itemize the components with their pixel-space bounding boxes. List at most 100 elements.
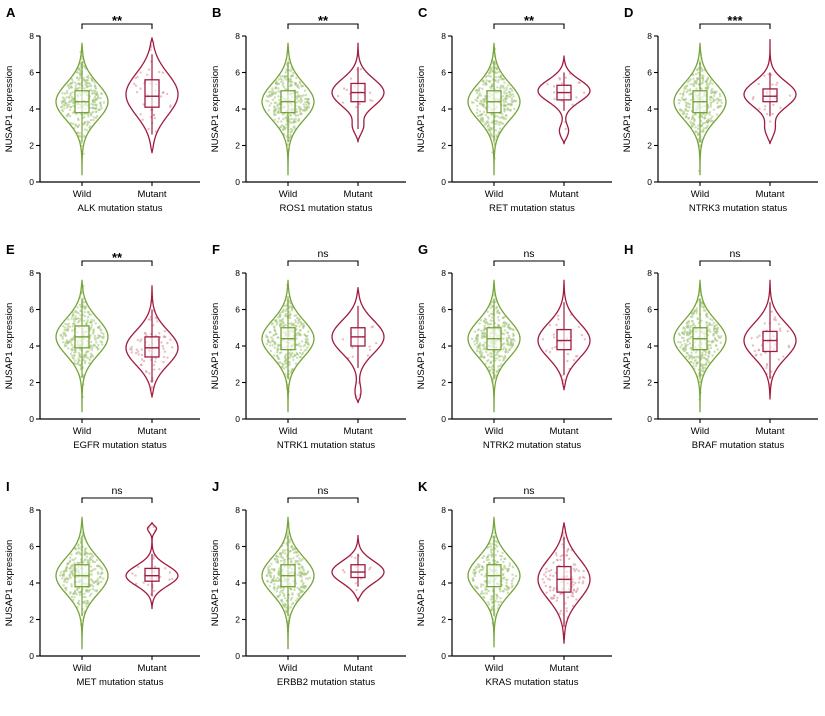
panel-A-svg: A 0 2 4 6 8 NUSAP1 expression Wild Mutant ** ALK m… (4, 5, 200, 214)
y-tick-label: 8 (647, 31, 652, 41)
panel-H-svg: H 0 2 4 6 8 NUSAP1 expression Wild Mutant ns BRAF … (622, 242, 818, 451)
y-tick-label: 4 (235, 341, 240, 351)
y-axis-title: NUSAP1 expression (622, 303, 633, 390)
y-tick-label: 2 (235, 141, 240, 151)
wild-violin (261, 42, 315, 176)
y-axis-title: NUSAP1 expression (210, 66, 221, 153)
panel-E-svg: E 0 2 4 6 8 NUSAP1 expression Wild Mutant ** EGFR … (4, 242, 200, 451)
y-tick-label: 8 (647, 268, 652, 278)
panel-K-svg: K 0 2 4 6 8 NUSAP1 expression Wild Mutant ns KRAS … (416, 479, 612, 688)
mutant-violin (125, 285, 179, 398)
mutant-violin (331, 534, 385, 602)
x-axis-title: ROS1 mutation status (280, 203, 373, 214)
x-tick-label: Wild (691, 189, 709, 200)
significance-bracket (493, 23, 565, 29)
panel-F-svg: F 0 2 4 6 8 NUSAP1 expression Wild Mutant ns NTRK1… (210, 242, 406, 451)
panel-letter: H (624, 242, 633, 257)
wild-violin (261, 279, 315, 413)
panel-letter: C (418, 5, 428, 20)
y-tick-label: 4 (29, 104, 34, 114)
mutant-violin (537, 522, 591, 644)
x-tick-label: Mutant (549, 663, 578, 674)
y-axis-title: NUSAP1 expression (622, 66, 633, 153)
panel-F: F 0 2 4 6 8 NUSAP1 expression Wild Mutant ns NTRK1… (206, 237, 412, 474)
significance-bracket (81, 260, 153, 266)
mutant-boxplot (144, 54, 160, 135)
y-tick-label: 6 (441, 542, 446, 552)
x-axis-title: NTRK3 mutation status (689, 203, 787, 214)
mutant-boxplot (350, 67, 366, 130)
y-axis-title: NUSAP1 expression (416, 303, 427, 390)
panel-letter: D (624, 5, 633, 20)
x-tick-label: Mutant (137, 426, 166, 437)
panel-B-svg: B 0 2 4 6 8 NUSAP1 expression Wild Mutant ** ROS1 … (210, 5, 406, 214)
wild-violin (55, 279, 109, 413)
x-tick-label: Wild (279, 189, 297, 200)
significance-label: ** (112, 250, 123, 265)
y-tick-label: 8 (235, 31, 240, 41)
x-tick-label: Mutant (755, 189, 784, 200)
x-tick-label: Wild (485, 663, 503, 674)
y-tick-label: 2 (235, 378, 240, 388)
y-tick-label: 4 (647, 104, 652, 114)
mutant-violin (743, 279, 797, 400)
mutant-violin (125, 37, 179, 154)
x-tick-label: Wild (279, 426, 297, 437)
y-tick-label: 0 (441, 651, 446, 661)
x-tick-label: Wild (73, 189, 91, 200)
y-tick-label: 6 (647, 305, 652, 315)
significance-label: ns (317, 248, 328, 260)
y-tick-label: 6 (235, 68, 240, 78)
wild-violin (673, 279, 727, 413)
y-tick-label: 8 (235, 268, 240, 278)
x-tick-label: Mutant (343, 663, 372, 674)
significance-bracket (699, 23, 771, 29)
panel-D: D 0 2 4 6 8 NUSAP1 expression Wild Mutant *** NTRK… (618, 0, 824, 237)
y-axis-title: NUSAP1 expression (4, 66, 15, 153)
y-tick-label: 0 (441, 414, 446, 424)
y-tick-label: 2 (235, 615, 240, 625)
wild-violin (673, 42, 727, 176)
significance-label: ns (729, 248, 740, 260)
panel-letter: A (6, 5, 16, 20)
y-tick-label: 8 (29, 31, 34, 41)
panel-letter: F (212, 242, 220, 257)
significance-label: ns (523, 248, 534, 260)
y-tick-label: 0 (235, 651, 240, 661)
significance-bracket (81, 23, 153, 29)
x-axis-title: ERBB2 mutation status (277, 677, 375, 688)
y-tick-label: 6 (647, 68, 652, 78)
mutant-violin (331, 42, 385, 143)
significance-label: ** (318, 13, 329, 28)
wild-violin (467, 42, 521, 176)
panel-B: B 0 2 4 6 8 NUSAP1 expression Wild Mutant ** ROS1 … (206, 0, 412, 237)
y-tick-label: 6 (441, 305, 446, 315)
y-axis-title: NUSAP1 expression (416, 540, 427, 627)
mutant-boxplot (556, 302, 572, 376)
mutant-violin (537, 279, 591, 391)
x-tick-label: Wild (73, 426, 91, 437)
wild-boxplot (74, 61, 90, 142)
panel-K: K 0 2 4 6 8 NUSAP1 expression Wild Mutant ns KRAS … (412, 474, 618, 711)
significance-bracket (699, 260, 771, 266)
y-tick-label: 4 (29, 341, 34, 351)
y-tick-label: 4 (235, 578, 240, 588)
panel-J-svg: J 0 2 4 6 8 NUSAP1 expression Wild Mutant ns ERBB2… (210, 479, 406, 688)
mutant-boxplot (762, 72, 778, 117)
significance-bracket (287, 260, 359, 266)
wild-violin (55, 516, 109, 650)
y-tick-label: 2 (441, 615, 446, 625)
wild-violin (55, 42, 109, 176)
mutant-boxplot (144, 309, 160, 383)
mutant-boxplot (762, 302, 778, 379)
significance-bracket (287, 497, 359, 503)
x-axis-title: KRAS mutation status (486, 677, 579, 688)
mutant-boxplot (144, 553, 160, 596)
significance-label: ns (523, 485, 534, 497)
x-tick-label: Wild (279, 663, 297, 674)
panel-E: E 0 2 4 6 8 NUSAP1 expression Wild Mutant ** EGFR … (0, 237, 206, 474)
panel-C-svg: C 0 2 4 6 8 NUSAP1 expression Wild Mutant ** RET m… (416, 5, 612, 214)
y-tick-label: 0 (235, 414, 240, 424)
panel-letter: I (6, 479, 10, 494)
y-tick-label: 4 (441, 341, 446, 351)
